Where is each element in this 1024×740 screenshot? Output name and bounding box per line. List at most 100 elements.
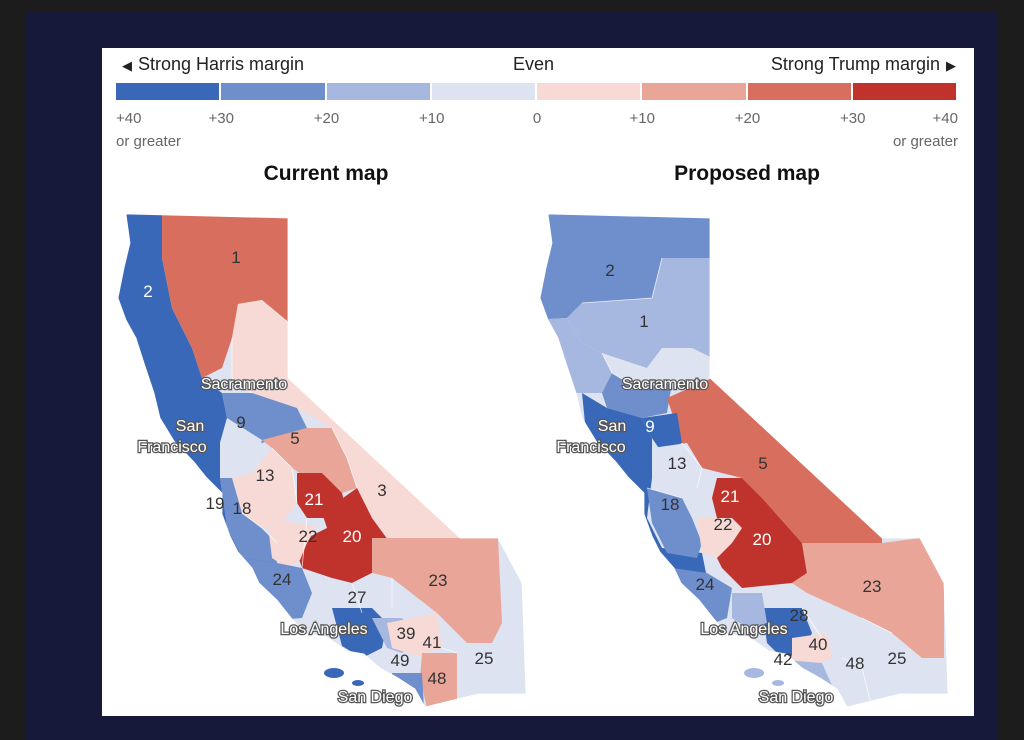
city-label-sacramento: Sacramento bbox=[201, 376, 287, 393]
district-region bbox=[667, 378, 882, 543]
district-region bbox=[220, 418, 262, 478]
district-label: 3 bbox=[377, 481, 386, 500]
city-label-los-angeles: Los Angeles bbox=[700, 621, 787, 638]
proposed-map: 1 2 5 9 13 18 20 21 22 23 24 25 28 40 42… bbox=[539, 213, 949, 708]
color-scale-segment bbox=[642, 83, 746, 100]
district-label: 48 bbox=[846, 654, 865, 673]
district-region bbox=[647, 488, 702, 558]
harris-margin-text: Strong Harris margin bbox=[138, 54, 305, 74]
district-region bbox=[672, 568, 732, 628]
district-label: 20 bbox=[343, 527, 362, 546]
city-label-sacramento: Sacramento bbox=[622, 376, 708, 393]
scale-tick-label: +10 bbox=[419, 110, 445, 127]
district-label: 1 bbox=[231, 248, 240, 267]
district-label: 22 bbox=[299, 527, 318, 546]
district-label: 39 bbox=[397, 624, 416, 643]
triangle-right-icon: ▶ bbox=[946, 58, 956, 73]
district-label: 18 bbox=[233, 499, 252, 518]
district-label: 20 bbox=[753, 530, 772, 549]
district-region bbox=[652, 443, 702, 498]
district-label: 13 bbox=[668, 454, 687, 473]
scale-tick-label: +20 bbox=[313, 110, 340, 127]
city-label-francisco: Francisco bbox=[137, 439, 206, 456]
district-region bbox=[172, 378, 277, 568]
district-region bbox=[792, 633, 832, 668]
map-graphic: ◀ Strong Harris margin Even Strong Trump … bbox=[102, 48, 974, 716]
district-region bbox=[567, 258, 712, 373]
district-label: 9 bbox=[236, 413, 245, 432]
district-label: 42 bbox=[774, 650, 793, 669]
channel-island bbox=[324, 668, 344, 678]
district-region bbox=[540, 214, 712, 320]
color-scale-segment bbox=[326, 83, 430, 100]
california-outline bbox=[539, 213, 949, 708]
district-region bbox=[387, 613, 442, 656]
scale-tick-label: +30 bbox=[840, 110, 866, 127]
district-label: 5 bbox=[290, 429, 299, 448]
district-label: 21 bbox=[721, 487, 740, 506]
district-region bbox=[717, 498, 807, 588]
district-label: 1 bbox=[639, 312, 648, 331]
district-region bbox=[732, 593, 767, 628]
district-region bbox=[582, 393, 707, 578]
harris-margin-label: ◀ Strong Harris margin bbox=[116, 54, 304, 75]
district-region bbox=[602, 373, 672, 418]
scale-tick-label: +10 bbox=[629, 110, 655, 127]
city-label-san-diego: San Diego bbox=[759, 689, 834, 706]
district-label: 23 bbox=[429, 571, 448, 590]
district-region bbox=[372, 538, 502, 643]
district-region bbox=[232, 448, 297, 528]
district-region bbox=[420, 653, 457, 707]
district-label: 27 bbox=[348, 588, 367, 607]
district-region bbox=[242, 558, 312, 620]
trump-or-greater: or greater bbox=[892, 133, 958, 150]
district-label: 5 bbox=[758, 454, 767, 473]
scale-tick-label: 0 bbox=[532, 110, 542, 127]
district-region bbox=[602, 348, 712, 388]
district-label: 24 bbox=[273, 570, 292, 589]
district-region bbox=[642, 413, 682, 453]
even-label: Even bbox=[513, 54, 555, 74]
district-region bbox=[312, 573, 392, 613]
district-label: 13 bbox=[256, 466, 275, 485]
california-outline bbox=[117, 213, 527, 708]
maps-svg: 1 2 3 5 9 13 18 19 20 21 22 23 24 25 27 … bbox=[117, 213, 949, 708]
city-label-san: San bbox=[176, 418, 204, 435]
color-scale-segment bbox=[431, 83, 535, 100]
district-label: 24 bbox=[696, 575, 715, 594]
scale-tick-label: +40 bbox=[932, 110, 958, 127]
city-label-san-diego: San Diego bbox=[338, 689, 413, 706]
district-label: 23 bbox=[863, 577, 882, 596]
district-region bbox=[792, 538, 944, 658]
proposed-map-title: Proposed map bbox=[674, 162, 820, 185]
scale-tick-label: +30 bbox=[208, 110, 234, 127]
district-label: 41 bbox=[423, 633, 442, 652]
channel-island bbox=[772, 680, 784, 686]
district-label: 40 bbox=[809, 635, 828, 654]
district-label: 49 bbox=[391, 651, 410, 670]
channel-island bbox=[352, 680, 364, 686]
color-scale-segment bbox=[116, 83, 220, 100]
district-region bbox=[220, 478, 277, 563]
district-label: 9 bbox=[645, 417, 654, 436]
district-region bbox=[267, 518, 317, 568]
color-scale-segment bbox=[537, 83, 641, 100]
page-frame: ◀ Strong Harris margin Even Strong Trump … bbox=[26, 12, 998, 740]
scale-tick-label: +40 bbox=[116, 110, 142, 127]
district-label: 21 bbox=[305, 490, 324, 509]
district-label: 22 bbox=[714, 515, 733, 534]
color-scale-segment bbox=[852, 83, 956, 100]
harris-or-greater: or greater bbox=[116, 133, 182, 150]
trump-margin-text: Strong Trump margin bbox=[770, 54, 940, 74]
triangle-left-icon: ◀ bbox=[122, 58, 132, 73]
district-label: 2 bbox=[143, 282, 152, 301]
channel-island bbox=[744, 668, 764, 678]
color-scale-segment bbox=[747, 83, 851, 100]
district-label: 19 bbox=[206, 494, 225, 513]
current-map-title: Current map bbox=[263, 162, 389, 185]
color-scale-segment bbox=[221, 83, 325, 100]
district-region bbox=[262, 428, 357, 493]
district-region bbox=[697, 518, 742, 558]
district-label: 2 bbox=[605, 261, 614, 280]
current-map: 1 2 3 5 9 13 18 19 20 21 22 23 24 25 27 … bbox=[117, 213, 527, 708]
